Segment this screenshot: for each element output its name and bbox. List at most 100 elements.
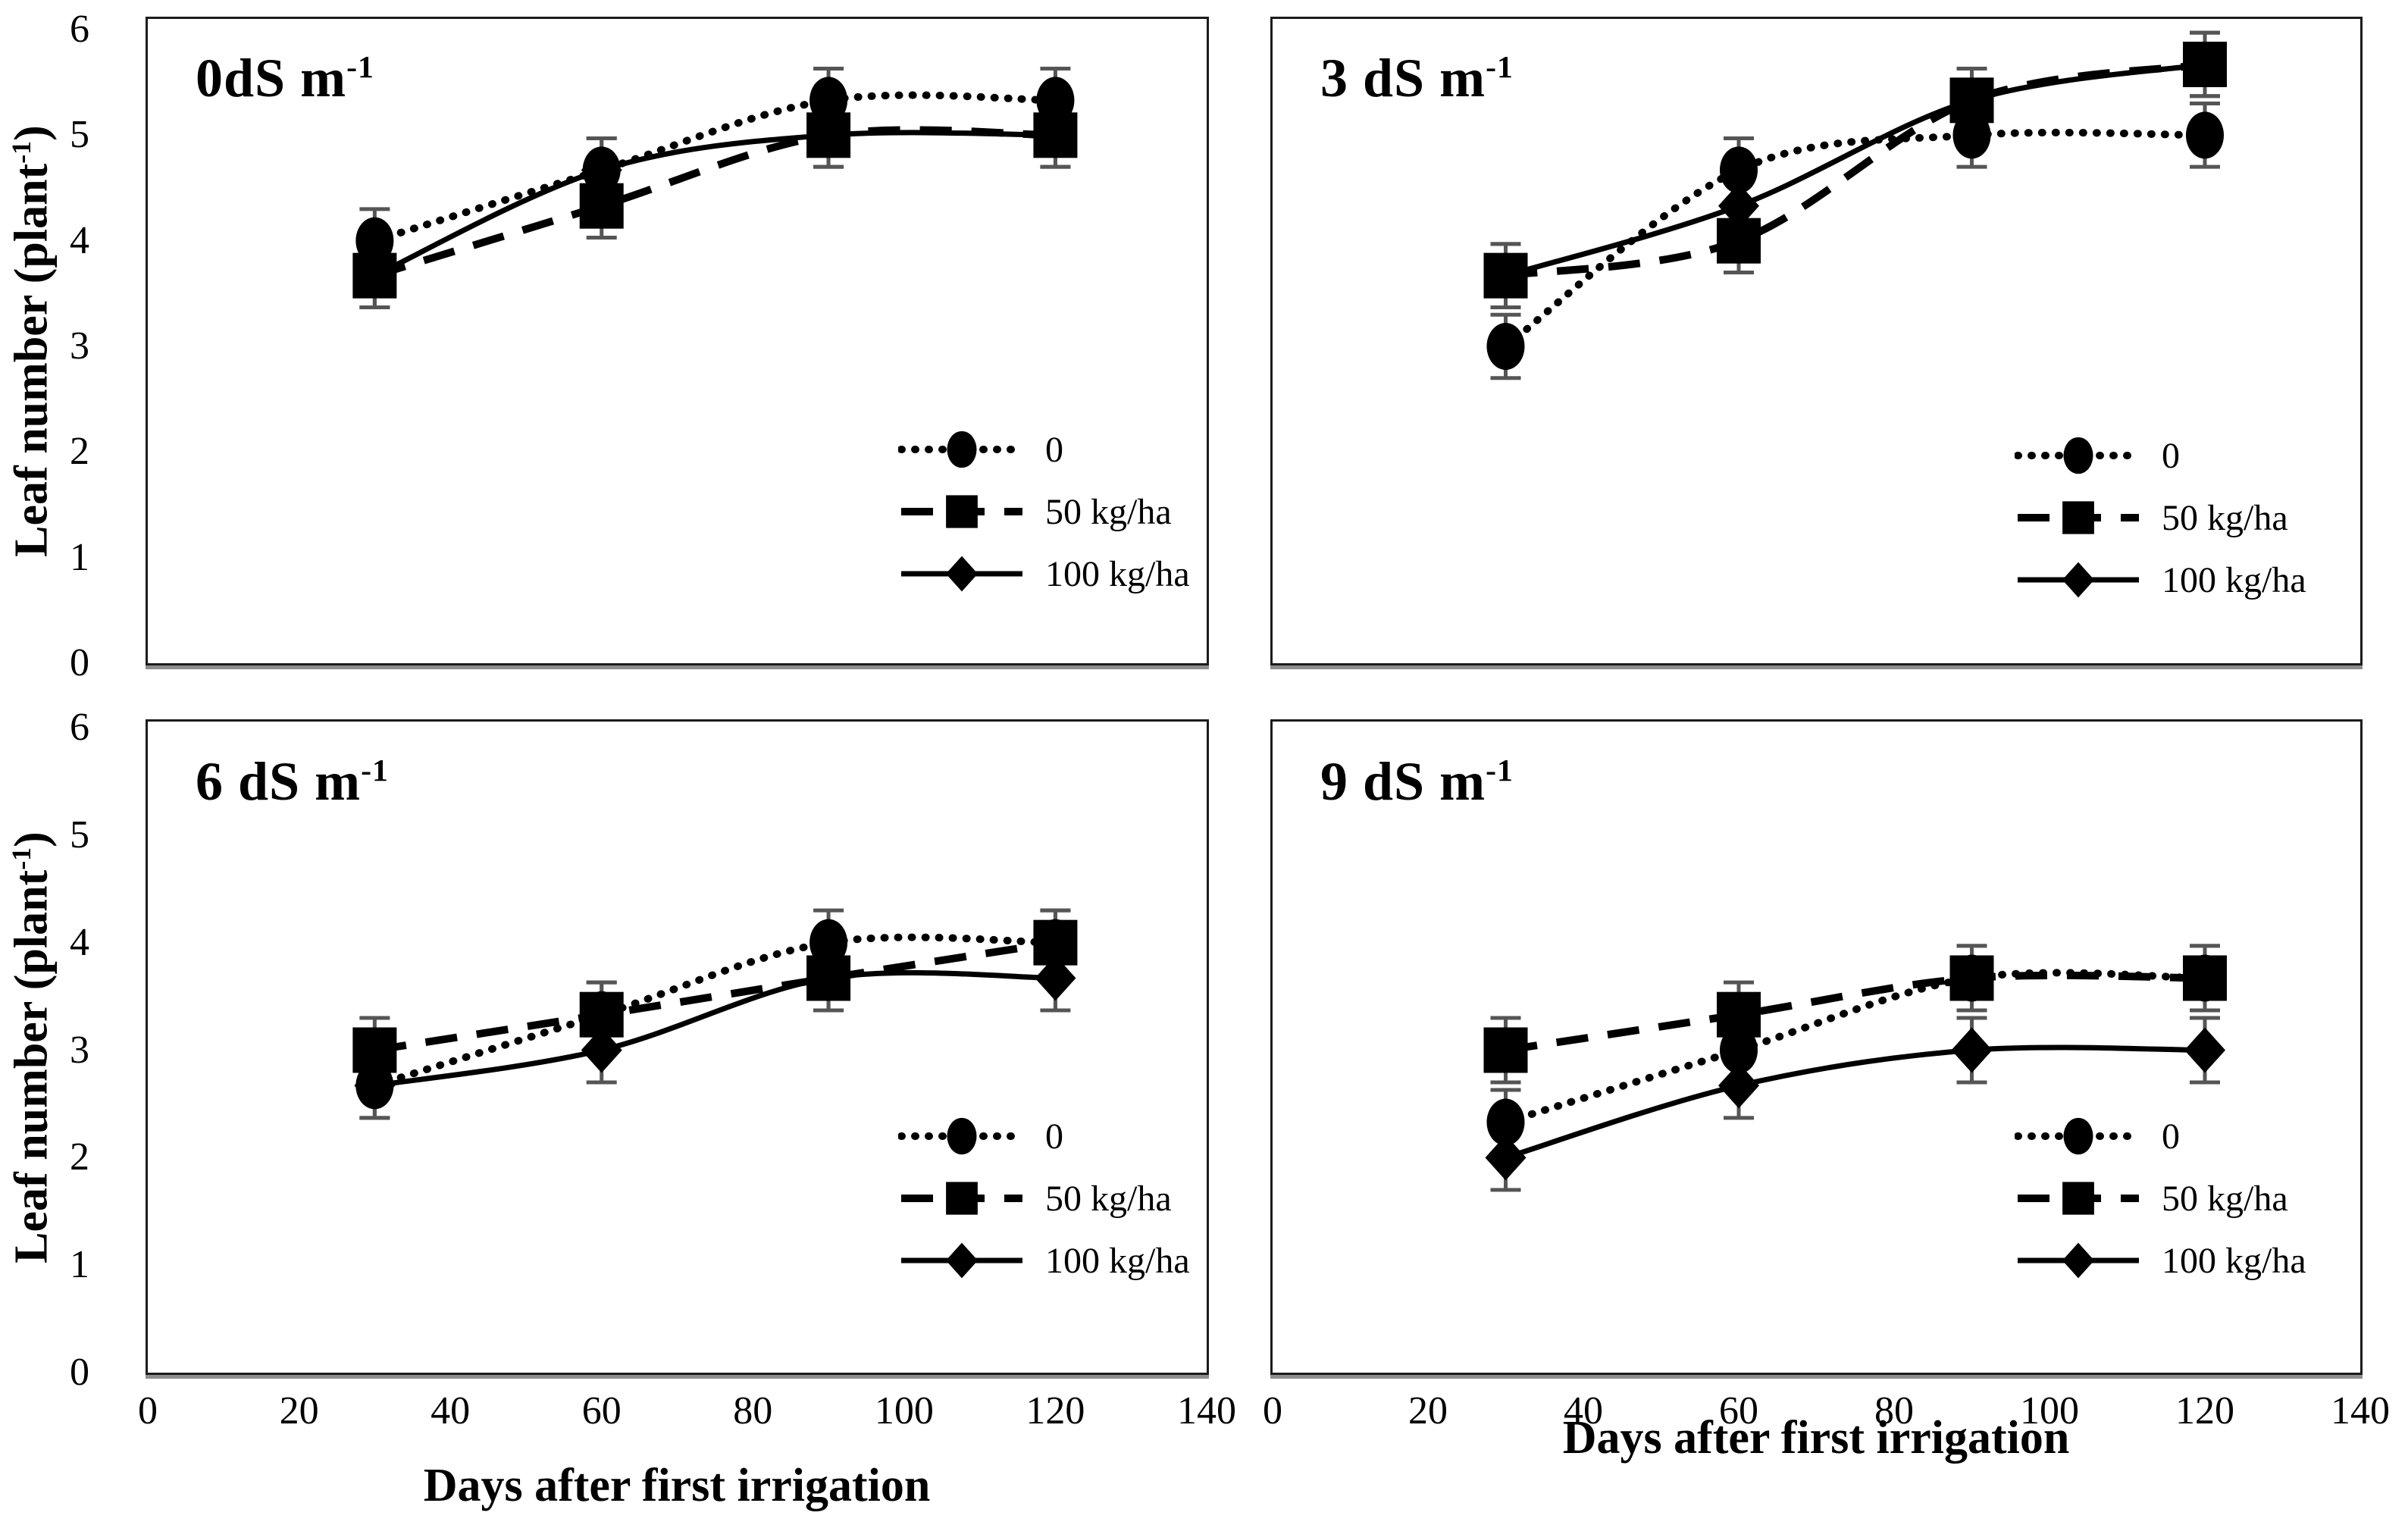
x-tick-label: 120 xyxy=(1026,1389,1085,1433)
x-tick-label: 80 xyxy=(733,1389,773,1433)
series-line-dashed xyxy=(373,126,1056,280)
circle-marker xyxy=(355,217,394,265)
x-tick-label: 140 xyxy=(1177,1389,1236,1433)
square-marker xyxy=(1483,252,1528,299)
circle-marker xyxy=(2063,1117,2093,1155)
legend-label: 100 kg/ha xyxy=(1045,1240,1190,1281)
diamond-marker xyxy=(1485,1135,1527,1181)
legend-item-0: 0 xyxy=(898,418,1190,481)
panel-title-text: 3 dS m xyxy=(1320,48,1486,108)
legend-label: 50 kg/ha xyxy=(2162,1178,2288,1219)
legend-dashed-square-icon xyxy=(901,1182,1022,1215)
panel-title-text: 0dS m xyxy=(196,48,347,108)
square-marker xyxy=(1483,1027,1528,1073)
square-marker xyxy=(1717,991,1761,1038)
legend-item-100-kg-ha: 100 kg/ha xyxy=(898,543,1190,605)
legend-panel-0: 0 50 kg/ha 100 kg/ha xyxy=(898,418,1190,605)
panel-frame-3ds xyxy=(1270,17,2363,665)
square-marker xyxy=(352,252,397,299)
legend-label: 100 kg/ha xyxy=(2162,559,2306,600)
legend-panel-2: 0 50 kg/ha 100 kg/ha xyxy=(898,1105,1190,1292)
circle-marker xyxy=(1486,323,1525,370)
panel-title-3ds: 3 dS m-1 xyxy=(1320,47,1514,110)
panel-frame-0ds xyxy=(146,17,1209,665)
legend-panel-3: 0 50 kg/ha 100 kg/ha xyxy=(2015,1105,2306,1292)
legend-dotted-circle-icon xyxy=(898,431,1026,468)
legend-item-0: 0 xyxy=(2015,424,2306,487)
panel-title-6ds: 6 dS m-1 xyxy=(196,750,389,813)
circle-marker xyxy=(582,146,621,194)
x-tick-label: 80 xyxy=(1874,1389,1914,1433)
x-tick-label: 60 xyxy=(1719,1389,1758,1433)
diamond-marker xyxy=(2062,562,2095,598)
x-axis-title-right: Days after first irrigation xyxy=(1562,1412,2070,1464)
diamond-marker xyxy=(2062,1242,2095,1279)
y-tick-label: 0 xyxy=(70,641,89,684)
x-tick-label: 40 xyxy=(431,1389,471,1433)
series-line-dotted xyxy=(1501,128,2209,350)
panel-title-superscript: -1 xyxy=(1486,753,1514,788)
x-tick-label: 20 xyxy=(1408,1389,1448,1433)
square-marker xyxy=(1949,77,1994,124)
x-tick-label: 20 xyxy=(279,1389,319,1433)
y-tick-label: 4 xyxy=(70,218,89,262)
legend-dotted-circle-icon xyxy=(898,1117,1026,1155)
x-tick-label: 100 xyxy=(874,1389,934,1433)
square-marker xyxy=(1033,112,1078,158)
square-marker xyxy=(946,1182,978,1215)
series-line-solid xyxy=(373,130,1056,278)
legend-solid-diamond-icon xyxy=(2018,562,2139,598)
square-marker xyxy=(352,1027,397,1073)
legend-item-0: 0 xyxy=(2015,1105,2306,1167)
series-line-solid xyxy=(1505,1044,2206,1160)
diamond-marker xyxy=(2184,1027,2225,1073)
diamond-marker xyxy=(1718,183,1759,229)
series-line-dashed xyxy=(374,938,1057,1054)
series-line-solid xyxy=(1505,61,2206,279)
square-marker xyxy=(2062,1182,2094,1215)
square-marker xyxy=(579,991,624,1038)
y-tick-label: 3 xyxy=(70,1028,89,1072)
y-tick-label: 1 xyxy=(70,1243,89,1287)
panel-plot-2 xyxy=(352,908,1078,1120)
square-marker xyxy=(1033,919,1078,966)
y-tick-label: 6 xyxy=(70,8,89,51)
y-tick-label: 2 xyxy=(70,1135,89,1179)
panel-plot-3 xyxy=(1483,944,2227,1192)
circle-marker xyxy=(2063,437,2093,474)
x-tick-label: 140 xyxy=(2331,1389,2390,1433)
square-marker xyxy=(806,955,851,1001)
circle-marker xyxy=(355,1062,394,1110)
y-tick-label: 5 xyxy=(70,813,89,856)
legend-label: 0 xyxy=(1045,1116,1063,1157)
legend-solid-diamond-icon xyxy=(901,556,1022,592)
legend-label: 50 kg/ha xyxy=(2162,497,2288,538)
circle-marker xyxy=(809,919,848,966)
legend-label: 50 kg/ha xyxy=(1045,1178,1172,1219)
y-tick-label: 2 xyxy=(70,430,89,474)
legend-dotted-circle-icon xyxy=(2015,437,2142,474)
panel-title-9ds: 9 dS m-1 xyxy=(1320,750,1514,813)
legend-label: 100 kg/ha xyxy=(2162,1240,2306,1281)
y-tick-label: 0 xyxy=(70,1351,89,1394)
legend-item-50-kg-ha: 50 kg/ha xyxy=(898,1167,1190,1229)
panel-title-superscript: -1 xyxy=(346,50,374,85)
diamond-marker xyxy=(945,1242,979,1279)
y-tick-label: 1 xyxy=(70,535,89,579)
square-marker xyxy=(1949,955,1994,1001)
legend-label: 100 kg/ha xyxy=(1045,553,1190,594)
panel-title-text: 9 dS m xyxy=(1320,751,1486,812)
circle-marker xyxy=(809,77,848,124)
legend-item-50-kg-ha: 50 kg/ha xyxy=(2015,487,2306,549)
circle-marker xyxy=(1486,1098,1525,1146)
diamond-marker xyxy=(1718,1063,1759,1109)
diamond-marker xyxy=(1951,1027,1993,1073)
legend-solid-diamond-icon xyxy=(2018,1242,2139,1279)
legend-item-50-kg-ha: 50 kg/ha xyxy=(898,481,1190,543)
circle-marker xyxy=(1720,146,1758,194)
x-tick-label: 0 xyxy=(1263,1389,1282,1433)
square-marker xyxy=(2062,501,2094,534)
x-tick-label: 100 xyxy=(2020,1389,2079,1433)
